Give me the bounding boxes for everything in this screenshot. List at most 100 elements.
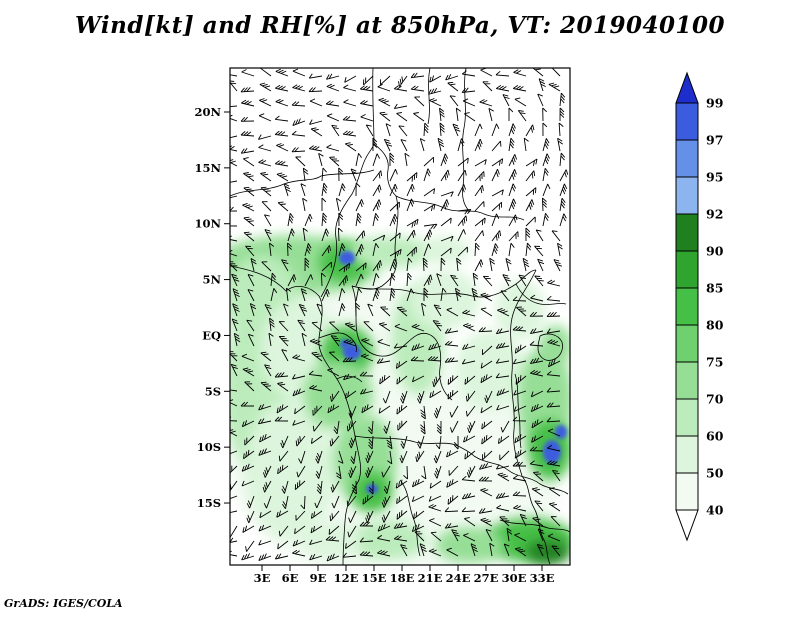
wind-barb [355,262,367,272]
wind-barb [274,553,289,560]
wind-barb [292,539,306,547]
wind-barb [482,450,493,461]
wind-barb [508,169,517,182]
wind-barb [282,495,289,509]
wind-barb [231,318,239,332]
wind-barb [355,244,364,257]
wind-barb [465,405,476,417]
wind-barb [389,232,401,242]
wind-barb [404,152,410,167]
wind-barb [440,217,452,227]
wind-barb [309,338,323,347]
wind-barb [495,70,510,77]
wind-barb [474,123,483,137]
wind-barb [420,405,426,420]
wind-barb [345,540,357,549]
wind-barb [421,302,427,317]
border-line [399,479,421,557]
wind-barb [329,510,340,522]
wind-barb [264,229,272,242]
wind-barb [240,148,255,154]
wind-barb [422,257,429,272]
wind-barb [444,507,459,513]
wind-barb [446,479,459,488]
wind-barb [467,420,476,433]
wind-barb [304,274,314,287]
wind-barb [440,199,450,212]
wind-barb [461,358,476,365]
wind-barb [292,420,306,426]
wind-barb [338,183,346,197]
wind-barb [523,137,529,152]
wind-barb [461,492,476,500]
wind-barb [447,81,459,92]
lat-label-10S: 10S [197,440,221,454]
wind-barb [432,375,442,388]
wind-barb [439,122,445,137]
wind-barb [472,272,479,287]
wind-barb [300,495,306,510]
wind-barb [525,242,532,257]
wind-barb [287,242,293,257]
wind-barb [542,107,548,122]
wind-barb [304,213,313,227]
wind-barb [440,235,454,242]
wind-barb [270,272,277,287]
wind-barb [240,87,255,93]
colorbar: 99 97 95 92 90 85 80 75 70 60 50 40 [675,71,724,542]
wind-barb [508,123,516,137]
wind-barb [379,111,391,122]
wind-barb [295,435,306,447]
wind-barb [411,375,425,383]
wind-barb [230,235,238,242]
wind-barb [372,273,380,287]
wind-barb [379,374,391,385]
wind-barb [548,502,561,512]
wind-barb [232,303,240,317]
wind-barb [355,199,364,212]
wind-barb [455,107,461,122]
wind-barb [330,335,341,347]
lat-label-10N: 10N [194,217,221,231]
wind-barb [342,552,357,558]
wind-barb [326,113,340,122]
wind-barb [359,537,374,543]
colorbar-segment [675,398,699,437]
wind-barb [243,231,255,242]
wind-barb [298,303,308,317]
wind-barb [360,100,374,107]
wind-barb [396,405,408,415]
wind-barb [411,495,425,503]
wind-barb [292,374,306,380]
wind-barb [457,208,472,215]
wind-barb [480,405,493,414]
wind-barb [343,99,357,107]
wind-barb [508,137,515,152]
wind-barb [335,465,342,480]
wind-barb [542,183,551,197]
wind-barb [480,307,493,317]
wind-barb [428,342,442,351]
wind-barb [359,521,374,527]
wind-barb [396,375,408,385]
wind-barb [274,160,289,167]
wind-barb [513,390,527,396]
wind-barb [242,202,255,212]
wind-barb [292,118,306,127]
wind-barb [519,513,527,527]
wind-barb [512,326,527,332]
wind-barb [394,323,408,332]
wind-barb [308,145,323,152]
wind-barb [440,247,452,257]
wind-barb [378,405,391,414]
wind-barb [275,68,289,77]
wind-barb [499,450,510,461]
wind-barb [406,218,419,228]
wind-barb [389,201,400,212]
wind-barb [410,85,425,92]
wind-barb [382,390,391,404]
wind-barb [367,420,374,435]
wind-barb [463,435,476,443]
border-line [354,435,475,457]
wind-barb [530,390,544,398]
